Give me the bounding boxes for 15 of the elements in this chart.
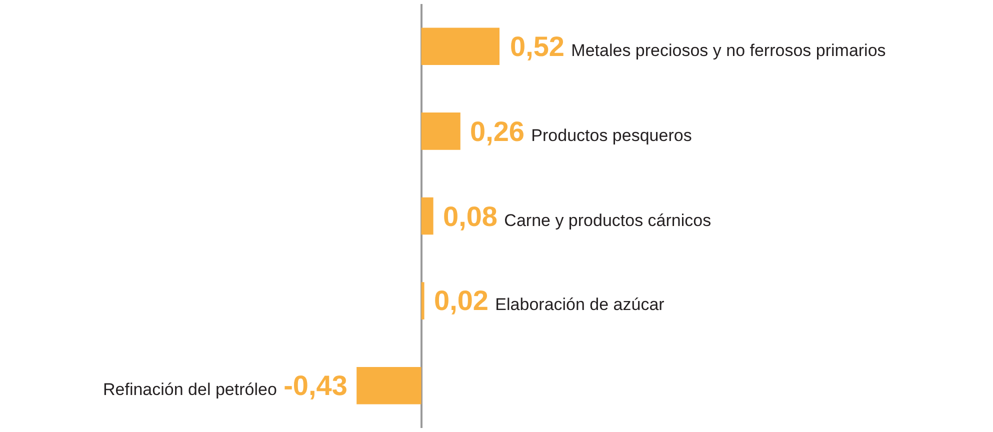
bar (421, 28, 500, 66)
data-label: 0,02 (434, 285, 488, 316)
bar (421, 282, 424, 320)
y-tick-label: Elaboración de azúcar (495, 295, 665, 314)
bar (421, 112, 460, 150)
y-tick-label: Carne y productos cárnicos (504, 211, 712, 230)
y-tick-label: Metales preciosos y no ferrosos primarios (571, 41, 886, 60)
data-label: 0,52 (510, 31, 564, 62)
data-label: -0,43 (284, 370, 348, 401)
bar (356, 366, 422, 404)
y-tick-label: Productos pesqueros (531, 126, 692, 145)
bar (421, 197, 434, 235)
data-label: 0,26 (470, 116, 524, 147)
y-tick-label: Refinación del petróleo (103, 380, 277, 399)
data-label: 0,08 (443, 201, 498, 232)
